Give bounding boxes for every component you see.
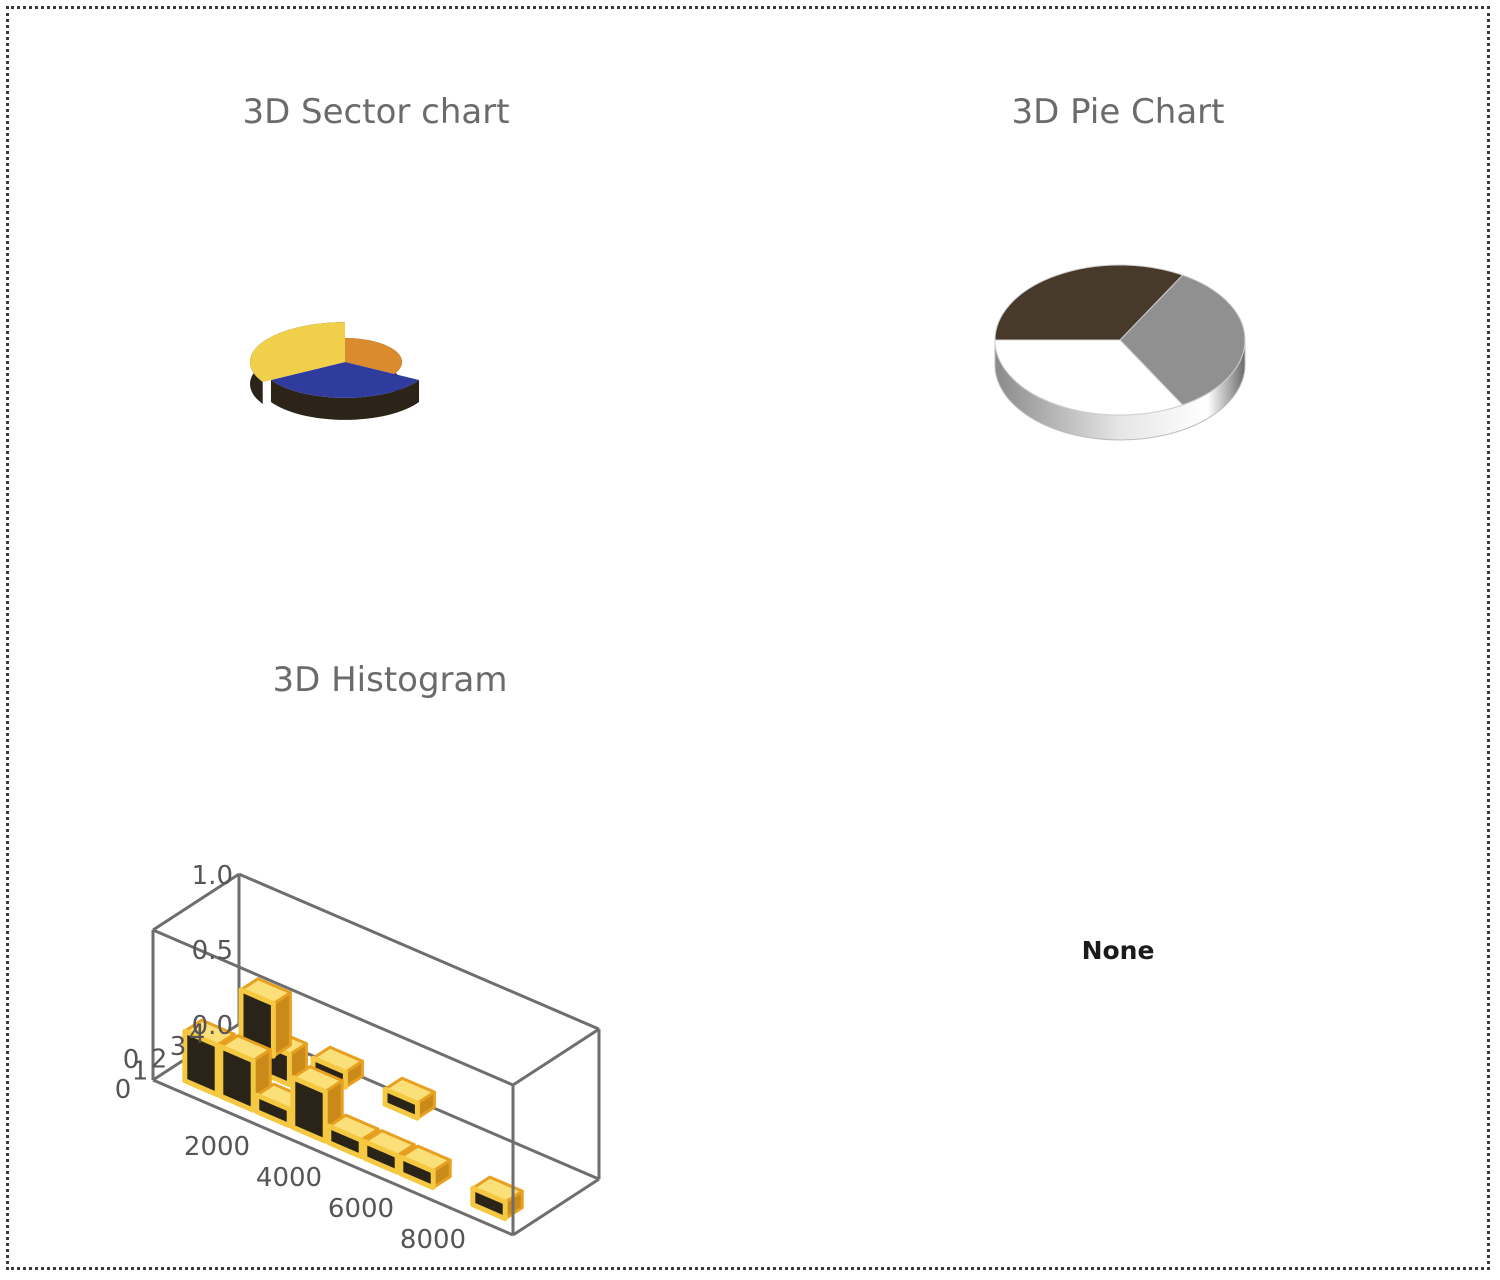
y-tick-0: 0	[123, 1045, 140, 1075]
x-tick-origin: 0	[115, 1075, 132, 1105]
hist-back-bar-0	[382, 1076, 436, 1121]
sector-chart	[250, 322, 420, 420]
histogram-title: 3D Histogram	[272, 660, 508, 700]
sector-chart-title: 3D Sector chart	[242, 92, 510, 132]
hist-front-bar-1-front	[218, 1044, 256, 1113]
sector-slice-1	[270, 362, 420, 398]
box-front-edge-0	[152, 1078, 514, 1237]
z-tick-1.0: 1.0	[192, 861, 233, 891]
hist-back-bar-0-front	[382, 1086, 420, 1121]
x-tick-8000: 8000	[400, 1225, 466, 1255]
sector-side-1	[270, 379, 420, 420]
empty-panel-label: None	[1081, 936, 1155, 965]
hist-front-bar-0-front	[182, 1028, 220, 1098]
pie-chart-title: 3D Pie Chart	[1011, 92, 1225, 132]
figure-frame	[6, 6, 1490, 1270]
pie-chart	[994, 264, 1246, 441]
hist-front-bar-4-front	[326, 1123, 364, 1160]
sector-slice-0	[345, 338, 402, 374]
y-tick-4: 4	[189, 1020, 206, 1050]
pie-slice-0	[1119, 274, 1246, 406]
hist-front-bar-5-front	[362, 1139, 400, 1175]
x-tick-4000: 4000	[256, 1163, 322, 1193]
y-tick-3: 3	[170, 1032, 187, 1062]
box-front-edge-4	[152, 928, 514, 1087]
z-tick-0.0: 0.0	[192, 1011, 233, 1041]
box-front-edge-5	[512, 1027, 600, 1087]
y-tick-2: 2	[151, 1044, 168, 1074]
x-tick-2000: 2000	[184, 1132, 250, 1162]
hist-front-bar-2-front	[254, 1092, 292, 1129]
box-back-edge-2	[238, 872, 600, 1031]
pie-slice-2	[994, 264, 1184, 341]
pie-slice-1	[994, 339, 1184, 416]
sector-slice-2	[250, 322, 345, 382]
box-front-edge-1	[512, 1177, 600, 1237]
z-tick-0.5: 0.5	[192, 936, 233, 966]
hist-front-bar-8	[470, 1175, 524, 1222]
y-tick-1: 1	[132, 1057, 149, 1087]
box-back-edge-5	[152, 872, 240, 932]
hist-front-bar-6-front	[398, 1154, 436, 1191]
hist-front-bar-8-front	[470, 1185, 508, 1222]
hist-front-bar-6	[398, 1144, 452, 1191]
hist-front-bar-3-front	[290, 1075, 328, 1144]
x-tick-6000: 6000	[328, 1194, 394, 1224]
